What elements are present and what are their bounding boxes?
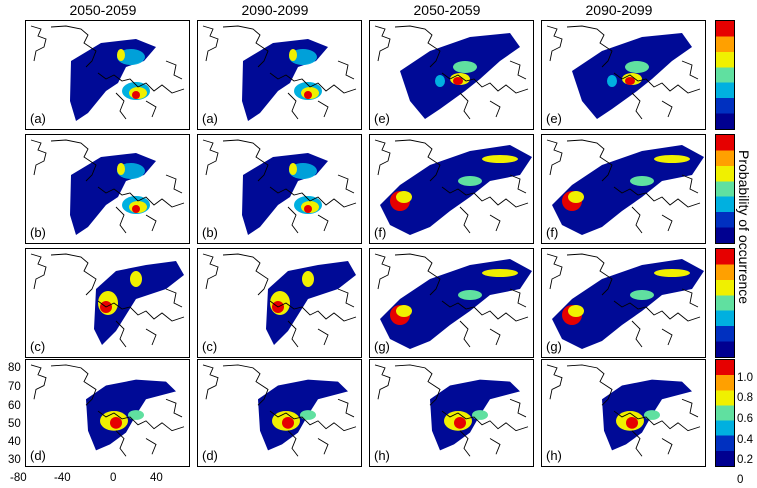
- map-graphic: [546, 364, 701, 457]
- y-tick-70: 70: [8, 381, 21, 393]
- colorbar-tick-1.0: 1.0: [737, 372, 753, 384]
- colorbar-title: Probability of occurrence: [736, 150, 752, 304]
- panel-label: (g): [373, 339, 391, 354]
- map-panel-r3-c2: (c): [197, 248, 362, 358]
- panel-label: (c): [201, 339, 219, 354]
- map-graphic: [546, 253, 704, 349]
- map-graphic: [202, 253, 357, 348]
- colorbar-tick-0.8: 0.8: [737, 392, 753, 404]
- x-tick-minus80: -80: [10, 472, 27, 484]
- map-panel-r4-c4: (h): [541, 359, 706, 467]
- map-graphic: [546, 139, 704, 235]
- map-graphic: [546, 25, 701, 120]
- map-graphic: [202, 139, 357, 235]
- map-graphic: [202, 364, 357, 457]
- map-panel-r3-c1: (c): [25, 248, 190, 358]
- map-graphic: [30, 364, 185, 457]
- map-panel-r3-c3: (g): [369, 248, 534, 358]
- column-title-3: 2050-2059: [413, 2, 481, 18]
- panel-label: (a): [29, 111, 47, 126]
- map-graphic: [374, 253, 532, 349]
- panel-label: (e): [545, 111, 563, 126]
- y-tick-30: 30: [8, 454, 21, 466]
- x-tick-minus40: -40: [54, 472, 71, 484]
- map-graphic: [374, 139, 532, 235]
- y-tick-60: 60: [8, 400, 21, 412]
- panel-label: (d): [29, 448, 47, 463]
- map-panel-r4-c1: (d): [25, 359, 190, 467]
- x-tick-0: 0: [110, 472, 117, 484]
- map-graphic: [374, 364, 529, 457]
- map-panel-r2-c4: (f): [541, 134, 706, 244]
- map-panel-r1-c3: (e): [369, 20, 534, 130]
- colorbar-segment-4: [715, 359, 735, 467]
- map-panel-r4-c2: (d): [197, 359, 362, 467]
- colorbar-segment-1: [715, 20, 735, 130]
- colorbar-segment-3: [715, 248, 735, 358]
- map-panel-r4-c3: (h): [369, 359, 534, 467]
- panel-label: (f): [373, 225, 388, 240]
- colorbar-tick-0: 0: [737, 474, 744, 486]
- map-panel-r2-c3: (f): [369, 134, 534, 244]
- y-tick-80: 80: [8, 362, 21, 374]
- panel-label: (d): [201, 448, 219, 463]
- x-tick-40: 40: [150, 472, 163, 484]
- panel-label: (b): [201, 225, 219, 240]
- colorbar-tick-0.2: 0.2: [737, 454, 753, 466]
- colorbar-tick-0.6: 0.6: [737, 413, 753, 425]
- map-graphic: [374, 25, 529, 120]
- colorbar-segment-2: [715, 134, 735, 244]
- map-panel-r3-c4: (g): [541, 248, 706, 358]
- panel-label: (f): [545, 225, 560, 240]
- column-title-1: 2050-2059: [69, 2, 137, 18]
- svg-text:Probability of occurrence: Probability of occurrence: [736, 150, 752, 304]
- panel-label: (h): [545, 448, 563, 463]
- map-panel-r1-c1: (a): [25, 20, 190, 130]
- panel-label: (c): [29, 339, 47, 354]
- panel-label: (b): [29, 225, 47, 240]
- map-panel-r2-c2: (b): [197, 134, 362, 244]
- panel-label: (h): [373, 448, 391, 463]
- map-panel-r2-c1: (b): [25, 134, 190, 244]
- map-graphic: [30, 253, 185, 348]
- map-panel-r1-c4: (e): [541, 20, 706, 130]
- map-graphic: [30, 25, 185, 121]
- panel-label: (a): [201, 111, 219, 126]
- panel-label: (e): [373, 111, 391, 126]
- column-title-2: 2090-2099: [241, 2, 309, 18]
- y-tick-50: 50: [8, 418, 21, 430]
- panel-label: (g): [545, 339, 563, 354]
- map-panel-r1-c2: (a): [197, 20, 362, 130]
- map-graphic: [30, 139, 185, 235]
- y-tick-40: 40: [8, 436, 21, 448]
- column-title-4: 2090-2099: [585, 2, 653, 18]
- colorbar-tick-0.4: 0.4: [737, 434, 753, 446]
- map-graphic: [202, 25, 357, 121]
